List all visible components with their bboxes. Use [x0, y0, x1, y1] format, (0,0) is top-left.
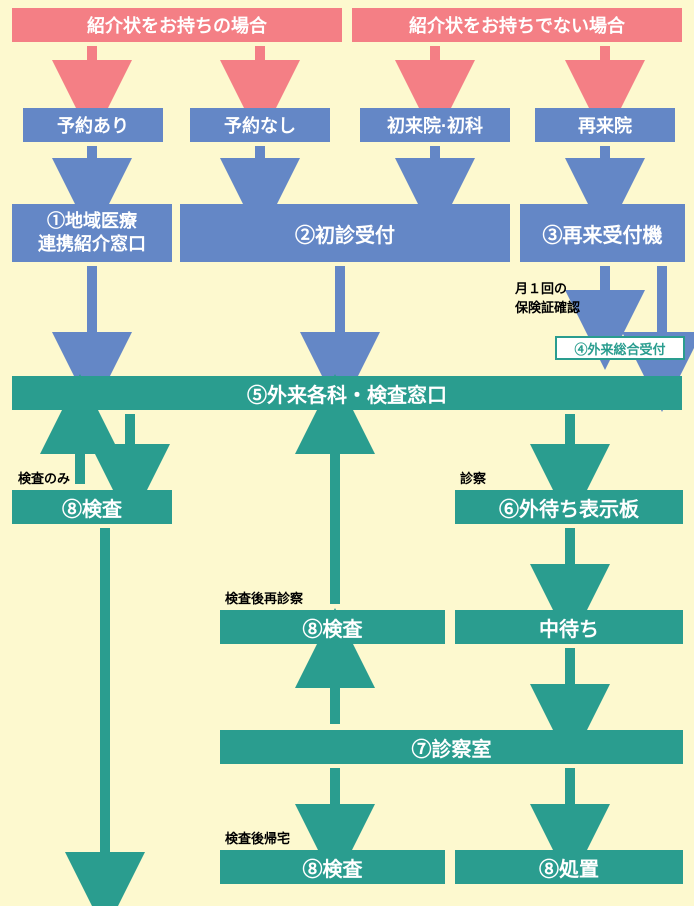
box-step5: ⑤外来各科・検査窓口 — [12, 376, 682, 410]
box-step4: ④外来総合受付 — [555, 336, 685, 360]
yoyaku-ari-label: 予約あり — [57, 112, 129, 138]
box-yoyaku-ari: 予約あり — [23, 108, 163, 142]
box-step8c: ⑧検査 — [220, 850, 445, 884]
header-with-referral: 紹介状をお持ちの場合 — [12, 8, 342, 42]
box-step1: ①地域医療 連携紹介窓口 — [12, 204, 172, 262]
header-with-referral-label: 紹介状をお持ちの場合 — [87, 12, 267, 38]
header-without-referral-label: 紹介状をお持ちでない場合 — [409, 12, 625, 38]
label-shinsatsu: 診察 — [460, 468, 486, 487]
step4-label: ④外来総合受付 — [574, 339, 665, 358]
box-yoyaku-nashi: 予約なし — [190, 108, 330, 142]
box-step2: ②初診受付 — [180, 204, 510, 262]
step3-label: ③再来受付機 — [543, 219, 663, 248]
header-without-referral: 紹介状をお持ちでない場合 — [352, 8, 682, 42]
box-step8b: ⑧検査 — [220, 610, 445, 644]
box-shorai-shoka: 初来院·初科 — [360, 108, 510, 142]
nakamachi-label: 中待ち — [539, 613, 599, 642]
step8d-label: ⑧処置 — [539, 853, 599, 882]
box-step7: ⑦診察室 — [220, 730, 683, 764]
box-sairai: 再来院 — [535, 108, 675, 142]
box-step6: ⑥外待ち表示板 — [455, 490, 683, 524]
box-nakamachi: 中待ち — [455, 610, 683, 644]
label-hokensho: 月１回の 保険証確認 — [515, 278, 580, 316]
box-step8d: ⑧処置 — [455, 850, 683, 884]
label-kensa-go-sai: 検査後再診察 — [225, 588, 303, 607]
step8a-label: ⑧検査 — [62, 493, 122, 522]
flowchart-canvas: 紹介状をお持ちの場合 紹介状をお持ちでない場合 予約あり 予約なし 初来院·初科… — [0, 0, 694, 906]
step8b-label: ⑧検査 — [303, 613, 363, 642]
sairai-label: 再来院 — [578, 112, 632, 138]
box-step3: ③再来受付機 — [520, 204, 685, 262]
step8c-label: ⑧検査 — [303, 853, 363, 882]
step6-label: ⑥外待ち表示板 — [499, 493, 639, 522]
label-kensa-nomi: 検査のみ — [18, 468, 70, 487]
label-kensa-go-kitaku: 検査後帰宅 — [225, 828, 290, 847]
step1-label: ①地域医療 連携紹介窓口 — [38, 210, 146, 257]
step5-label: ⑤外来各科・検査窓口 — [247, 379, 447, 408]
box-step8a: ⑧検査 — [12, 490, 172, 524]
step7-label: ⑦診察室 — [412, 733, 492, 762]
step2-label: ②初診受付 — [295, 219, 395, 248]
shorai-shoka-label: 初来院·初科 — [387, 112, 483, 138]
yoyaku-nashi-label: 予約なし — [224, 112, 296, 138]
